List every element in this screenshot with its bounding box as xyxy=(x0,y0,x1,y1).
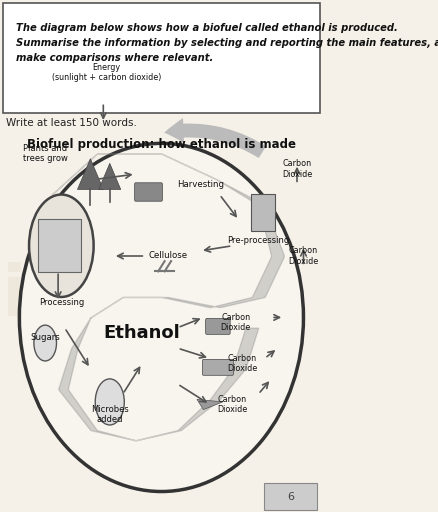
Text: Carbon
Dioxide: Carbon Dioxide xyxy=(220,313,250,332)
Polygon shape xyxy=(77,159,103,189)
Circle shape xyxy=(29,195,93,297)
Text: Processing: Processing xyxy=(39,297,84,307)
FancyArrowPatch shape xyxy=(164,118,265,158)
Text: Cellulose: Cellulose xyxy=(148,251,187,261)
FancyBboxPatch shape xyxy=(251,194,275,231)
Text: make comparisons where relevant.: make comparisons where relevant. xyxy=(16,53,213,63)
FancyBboxPatch shape xyxy=(3,3,319,113)
Text: Microbes
added: Microbes added xyxy=(91,405,128,424)
FancyBboxPatch shape xyxy=(202,359,233,375)
Text: Carbon
Dioxide: Carbon Dioxide xyxy=(281,159,311,179)
Text: Pre-processing: Pre-processing xyxy=(226,236,289,245)
Circle shape xyxy=(34,325,57,361)
Text: Carbon
Dioxide: Carbon Dioxide xyxy=(226,354,257,373)
Text: Plants and
trees grow: Plants and trees grow xyxy=(23,144,67,163)
Text: Biofuel production: how ethanol is made: Biofuel production: how ethanol is made xyxy=(27,138,295,151)
FancyBboxPatch shape xyxy=(205,318,230,334)
Text: Ethanol: Ethanol xyxy=(103,324,180,342)
Text: Harvesting: Harvesting xyxy=(176,180,223,189)
Text: Sugars: Sugars xyxy=(30,333,60,343)
Text: Carbon
Dioxide: Carbon Dioxide xyxy=(217,395,247,414)
Circle shape xyxy=(95,379,124,425)
Text: 6: 6 xyxy=(286,492,293,502)
Polygon shape xyxy=(99,163,120,189)
Text: Energy
(sunlight + carbon dioxide): Energy (sunlight + carbon dioxide) xyxy=(52,62,161,82)
Text: Write at least 150 words.: Write at least 150 words. xyxy=(7,118,137,128)
Polygon shape xyxy=(197,399,222,410)
FancyBboxPatch shape xyxy=(38,219,81,272)
Text: ielts: ielts xyxy=(2,263,178,331)
Ellipse shape xyxy=(19,143,303,492)
Text: The diagram below shows how a biofuel called ethanol is produced.: The diagram below shows how a biofuel ca… xyxy=(16,23,397,33)
Text: Summarise the information by selecting and reporting the main features, and: Summarise the information by selecting a… xyxy=(16,38,438,49)
FancyBboxPatch shape xyxy=(264,483,316,510)
FancyBboxPatch shape xyxy=(134,183,162,201)
Text: Carbon
Dioxide: Carbon Dioxide xyxy=(288,246,318,266)
